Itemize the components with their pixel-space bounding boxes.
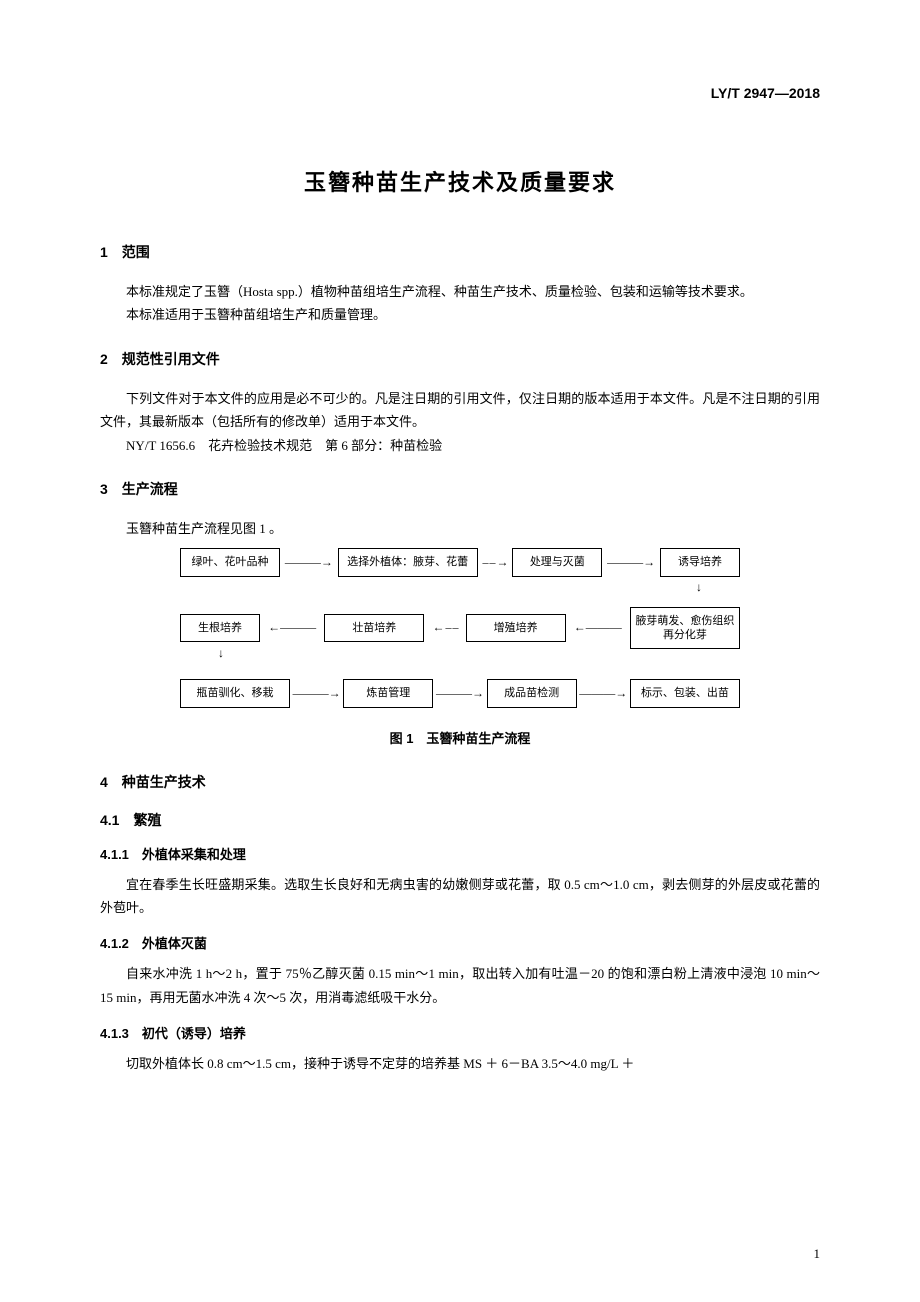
flow-box-2-1: 生根培养 — [180, 614, 260, 642]
document-title: 玉簪种苗生产技术及质量要求 — [100, 165, 820, 197]
flow-box-1-2: 选择外植体：腋芽、花蕾 — [338, 548, 478, 576]
flow-arrow-down: ↓ — [218, 646, 224, 661]
flow-box-2-4: 腋芽萌发、愈伤组织再分化芽 — [630, 607, 740, 650]
section-1-para-2: 本标准适用于玉簪种苗组培生产和质量管理。 — [100, 303, 820, 326]
flow-box-3-3: 成品苗检测 — [487, 679, 577, 707]
flow-arrow: ———→ — [434, 686, 486, 701]
section-3-heading: 3 生产流程 — [100, 479, 820, 499]
flow-box-1-3: 处理与灭菌 — [512, 548, 602, 576]
flow-arrow: ———→ — [577, 686, 629, 701]
flow-box-3-1: 瓶苗驯化、移栽 — [180, 679, 290, 707]
section-4-heading: 4 种苗生产技术 — [100, 772, 820, 792]
section-2-heading: 2 规范性引用文件 — [100, 349, 820, 369]
flow-arrow-left: ←——— — [266, 620, 318, 635]
document-code: LY/T 2947—2018 — [711, 85, 820, 101]
figure-1-caption: 图 1 玉簪种苗生产流程 — [100, 728, 820, 747]
section-2-para-2: NY/T 1656.6 花卉检验技术规范 第 6 部分：种苗检验 — [100, 434, 820, 457]
flow-row-1: 绿叶、花叶品种 ———→ 选择外植体：腋芽、花蕾 – – → 处理与灭菌 ———… — [180, 548, 740, 576]
flow-row-3: 瓶苗驯化、移栽 ———→ 炼苗管理 ———→ 成品苗检测 ———→ 标示、包装、… — [180, 679, 740, 707]
flow-arrow: ———→ — [605, 555, 657, 570]
flow-box-1-1: 绿叶、花叶品种 — [180, 548, 280, 576]
flow-arrow-dashed-left: ← – – — [430, 620, 459, 635]
flowchart-figure-1: 绿叶、花叶品种 ———→ 选择外植体：腋芽、花蕾 – – → 处理与灭菌 ———… — [180, 548, 740, 707]
section-2-para-1: 下列文件对于本文件的应用是必不可少的。凡是注日期的引用文件，仅注日期的版本适用于… — [100, 387, 820, 434]
section-4-1-heading: 4.1 繁殖 — [100, 810, 820, 830]
flow-box-1-4: 诱导培养 — [660, 548, 740, 576]
flow-row-2: 生根培养 ←——— 壮苗培养 ← – – 增殖培养 ←——— 腋芽萌发、愈伤组织… — [180, 607, 740, 650]
section-4-1-2-heading: 4.1.2 外植体灭菌 — [100, 933, 820, 952]
flow-arrow: ———→ — [291, 686, 343, 701]
section-4-1-3-heading: 4.1.3 初代（诱导）培养 — [100, 1023, 820, 1042]
flow-box-2-2: 壮苗培养 — [324, 614, 424, 642]
flow-box-2-3: 增殖培养 — [466, 614, 566, 642]
section-4-1-1-para: 宜在春季生长旺盛期采集。选取生长良好和无病虫害的幼嫩侧芽或花蕾，取 0.5 cm… — [100, 873, 820, 920]
section-4-1-3-para: 切取外植体长 0.8 cm～1.5 cm，接种于诱导不定芽的培养基 MS ＋ 6… — [100, 1052, 820, 1075]
flow-arrow-down: ↓ — [696, 580, 702, 595]
section-1-heading: 1 范围 — [100, 242, 820, 262]
flow-box-3-2: 炼苗管理 — [343, 679, 433, 707]
flow-arrow: ———→ — [283, 555, 335, 570]
flow-box-3-4: 标示、包装、出苗 — [630, 679, 740, 707]
flow-arrow-dashed: – – → — [480, 555, 509, 570]
section-4-1-1-heading: 4.1.1 外植体采集和处理 — [100, 844, 820, 863]
page-number: 1 — [814, 1246, 821, 1262]
section-1-para-1: 本标准规定了玉簪（Hosta spp.）植物种苗组培生产流程、种苗生产技术、质量… — [100, 280, 820, 303]
flow-arrow-left: ←——— — [572, 620, 624, 635]
section-4-1-2-para: 自来水冲洗 1 h～2 h，置于 75％乙醇灭菌 0.15 min～1 min，… — [100, 962, 820, 1009]
section-3-para-1: 玉簪种苗生产流程见图 1 。 — [100, 517, 820, 540]
